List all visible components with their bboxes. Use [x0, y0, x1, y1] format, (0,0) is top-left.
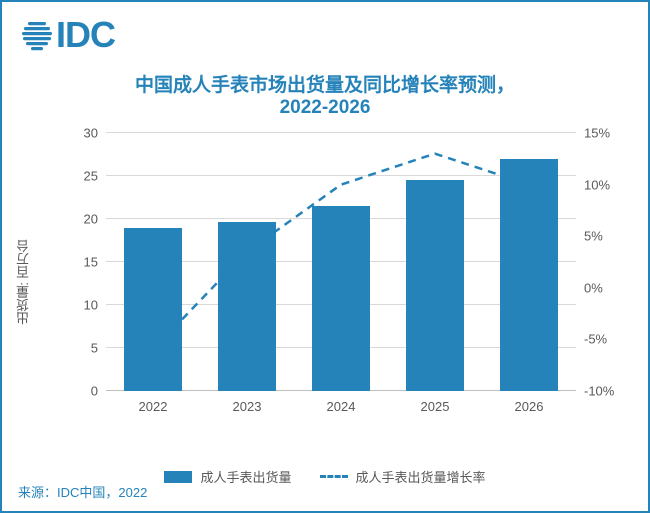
y-right-tick: 5%	[576, 229, 603, 244]
y-left-tick: 10	[84, 298, 106, 313]
y-right-tick: -5%	[576, 332, 607, 347]
y-left-tick: 5	[91, 341, 106, 356]
plot-area: 051015202530-10%-5%0%5%10%15%20222023202…	[106, 133, 576, 391]
y-left-tick: 0	[91, 384, 106, 399]
y-right-tick: 0%	[576, 280, 603, 295]
legend-item: 成人手表出货量	[164, 467, 291, 486]
y-left-tick: 20	[84, 212, 106, 227]
legend-label: 成人手表出货量	[200, 467, 291, 486]
chart-title: 中国成人手表市场出货量及同比增长率预测， 2022-2026	[20, 70, 630, 119]
legend-label: 成人手表出货量增长率	[356, 467, 486, 486]
idc-logo-text: IDC	[56, 14, 115, 56]
x-tick: 2025	[421, 391, 450, 414]
x-tick: 2026	[515, 391, 544, 414]
legend-item: 成人手表出货量增长率	[320, 467, 486, 486]
legend-swatch-bar	[164, 471, 192, 483]
y-left-tick: 15	[84, 255, 106, 270]
x-tick: 2024	[327, 391, 356, 414]
y-left-tick: 30	[84, 126, 106, 141]
y-left-tick: 25	[84, 169, 106, 184]
y-right-tick: 10%	[576, 177, 610, 192]
x-tick: 2022	[139, 391, 168, 414]
idc-globe-icon	[20, 18, 54, 52]
y-right-tick: 15%	[576, 126, 610, 141]
chart-area: 出货量: 百万台 051015202530-10%-5%0%5%10%15%20…	[20, 133, 630, 431]
y-axis-left-title: 出货量: 百万台	[14, 239, 33, 324]
growth-line	[106, 133, 576, 391]
chart-title-line2: 2022-2026	[20, 97, 630, 119]
y-right-tick: -10%	[576, 384, 614, 399]
idc-logo: IDC	[20, 14, 630, 56]
source-text: 来源：IDC中国，2022	[18, 482, 147, 501]
legend-swatch-line	[320, 475, 348, 478]
chart-title-line1: 中国成人手表市场出货量及同比增长率预测，	[20, 70, 630, 97]
x-tick: 2023	[233, 391, 262, 414]
chart-frame: IDC 中国成人手表市场出货量及同比增长率预测， 2022-2026 出货量: …	[0, 0, 650, 513]
